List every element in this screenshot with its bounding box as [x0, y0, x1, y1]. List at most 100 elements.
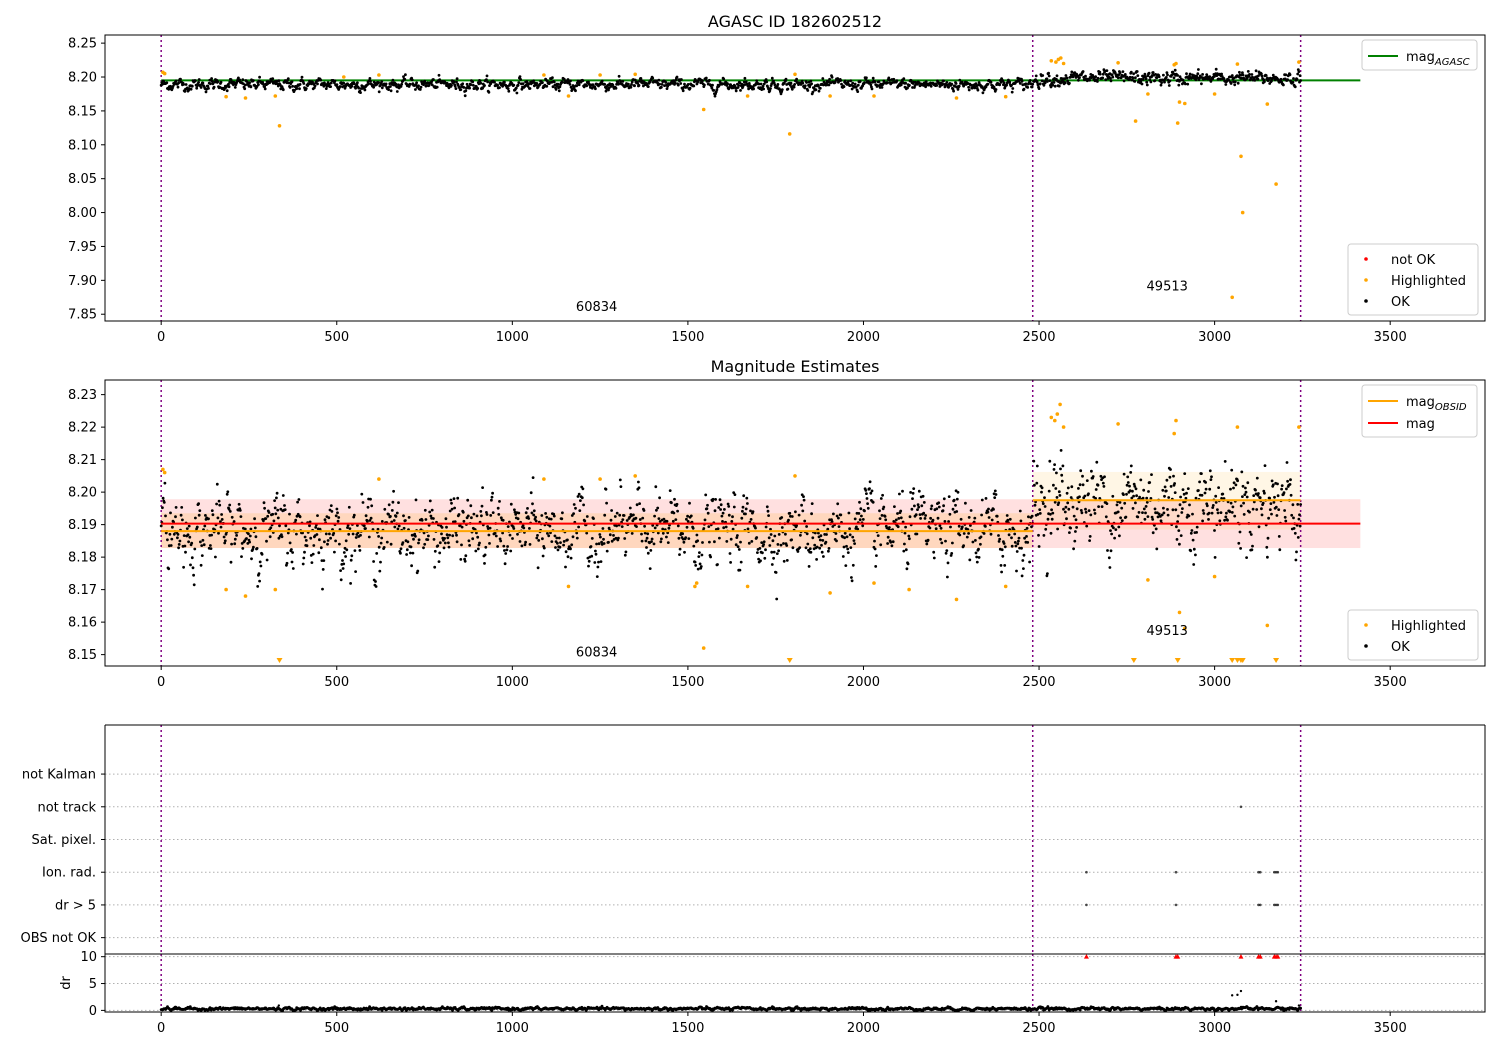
data-point-ok — [429, 514, 433, 518]
data-point-ok — [314, 526, 318, 529]
data-point-ok — [404, 73, 407, 77]
data-point-ok — [494, 534, 498, 538]
data-point-ok — [799, 533, 802, 537]
data-point-ok — [975, 555, 979, 559]
data-point-ok — [288, 541, 292, 545]
data-point-ok — [1295, 78, 1299, 81]
data-point-ok — [258, 75, 261, 79]
data-point-ok — [1288, 483, 1292, 486]
data-point-ok — [449, 498, 453, 502]
data-point-ok — [486, 525, 489, 528]
data-point-ok — [1197, 68, 1200, 71]
data-point-ok — [1132, 72, 1135, 76]
data-point-ok — [1213, 556, 1217, 559]
data-point-ok — [788, 511, 792, 515]
data-point-ok — [686, 520, 690, 523]
data-point-ok — [1174, 508, 1178, 512]
data-point-ok — [1245, 77, 1249, 80]
data-point-ok — [470, 516, 473, 520]
data-point-ok — [346, 524, 350, 527]
data-point-ok — [394, 515, 398, 518]
data-point-ok — [536, 534, 539, 537]
data-point-ok — [296, 500, 299, 504]
data-point-ok — [1210, 475, 1213, 479]
data-point-ok — [1017, 539, 1020, 543]
data-point-ok — [632, 513, 635, 517]
data-point-ok — [1230, 511, 1234, 514]
data-point-ok — [395, 511, 399, 515]
data-point-ok — [968, 558, 972, 562]
data-point-ok — [1000, 548, 1004, 552]
data-point-ok — [792, 85, 796, 89]
data-point-ok — [846, 547, 850, 551]
data-point-ok — [780, 516, 784, 519]
data-point-highlighted — [1297, 60, 1301, 64]
data-point-ok — [401, 541, 405, 544]
data-point-ok — [1239, 504, 1243, 508]
data-point-ok — [506, 87, 510, 90]
data-point-ok — [206, 84, 210, 88]
data-point-ok — [909, 491, 912, 494]
data-point-ok — [1280, 484, 1284, 487]
data-point-ok — [757, 557, 760, 561]
data-point-ok — [440, 526, 444, 529]
data-point-ok — [1201, 519, 1204, 523]
data-point-ok — [159, 524, 163, 528]
data-point-ok — [1173, 68, 1177, 72]
data-point-ok — [423, 79, 427, 83]
data-point-ok — [784, 532, 787, 536]
data-point-ok — [164, 514, 167, 518]
data-point-ok — [931, 518, 935, 522]
data-point-ok — [759, 559, 762, 563]
data-point-ok — [1144, 505, 1148, 508]
data-point-ok — [824, 540, 828, 544]
data-point-ok — [1150, 473, 1153, 476]
data-point-ok — [908, 537, 911, 541]
data-point-ok — [1230, 468, 1234, 472]
data-point-ok — [544, 512, 547, 515]
data-point-ok — [969, 509, 973, 512]
data-point-ok — [731, 527, 735, 531]
data-point-ok — [1176, 514, 1180, 518]
data-point-ok — [1172, 76, 1176, 80]
data-point-ok — [1286, 479, 1289, 483]
data-point-ok — [442, 546, 446, 550]
data-point-ok — [1185, 72, 1188, 76]
data-point-ok — [1148, 481, 1152, 484]
legend-marker-label: OK — [1391, 295, 1410, 310]
data-point-ok — [419, 85, 423, 89]
data-point-ok — [680, 78, 683, 81]
data-point-ok — [921, 494, 925, 498]
data-point-ok — [480, 504, 484, 508]
data-point-ok — [542, 546, 546, 550]
data-point-ok — [414, 534, 417, 538]
data-point-ok — [873, 80, 877, 84]
data-point-ok — [161, 506, 164, 510]
data-point-ok — [1270, 479, 1274, 483]
data-point-ok — [637, 486, 641, 490]
data-point-ok — [1021, 559, 1025, 562]
data-point-ok — [1263, 80, 1266, 84]
data-point-ok — [1273, 495, 1276, 499]
data-point-ok — [498, 537, 502, 541]
data-point-ok — [341, 567, 345, 570]
data-point-ok — [288, 512, 291, 516]
data-point-ok — [1088, 539, 1091, 542]
data-point-ok — [1239, 547, 1242, 550]
data-point-ok — [639, 77, 643, 80]
data-point-ok — [772, 550, 776, 554]
data-point-ok — [487, 533, 491, 537]
data-point-ok — [304, 539, 308, 542]
data-point-ok — [541, 537, 544, 541]
data-point-ok — [806, 542, 810, 546]
data-point-ok — [1023, 536, 1026, 540]
data-point-ok — [769, 527, 772, 531]
data-point-ok — [534, 515, 537, 519]
data-point-ok — [1030, 525, 1033, 529]
data-point-ok — [488, 526, 492, 530]
data-point-ok — [216, 80, 220, 83]
data-point-ok — [1101, 72, 1105, 76]
data-point-ok — [947, 495, 951, 498]
data-point-ok — [460, 525, 464, 529]
